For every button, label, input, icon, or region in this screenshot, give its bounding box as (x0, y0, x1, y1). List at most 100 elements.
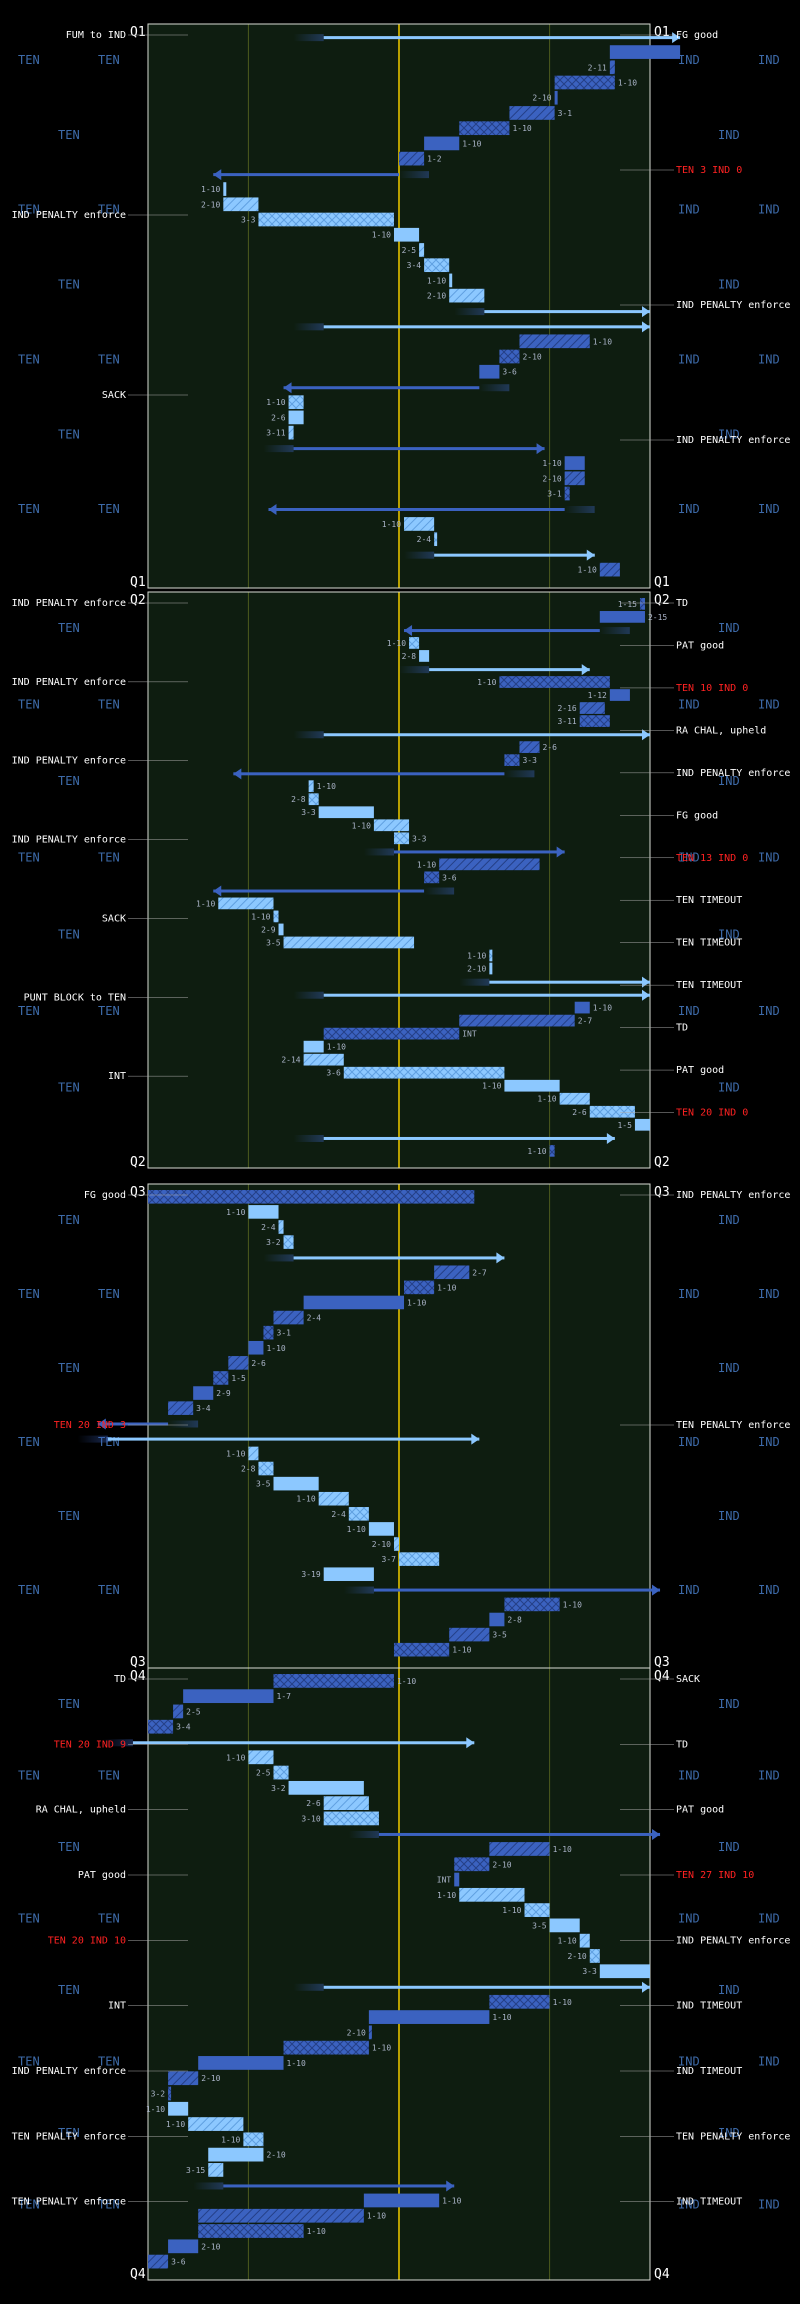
team-label-left: TEN (58, 1080, 80, 1094)
team-label-left: TEN (58, 621, 80, 635)
team-label-right: IND (718, 1361, 740, 1375)
event-label-right: IND PENALTY enforce (676, 435, 790, 446)
down-distance-label: 2-14 (281, 1056, 300, 1065)
play-fade (293, 731, 324, 739)
pass-bar (449, 1627, 490, 1642)
pass-bar (479, 364, 500, 379)
pass-bar (399, 151, 425, 166)
play-arrow (434, 553, 595, 557)
run-bar (419, 650, 430, 662)
down-distance-label: 2-10 (201, 2074, 220, 2083)
down-distance-label: 3-6 (502, 368, 517, 377)
team-label-right: IND (758, 502, 780, 516)
down-distance-label: 1-10 (417, 860, 436, 869)
run-bar (393, 1537, 399, 1551)
team-label-left: TEN (98, 851, 120, 865)
run-bar (278, 1220, 284, 1234)
down-distance-label: 2-4 (261, 1223, 276, 1232)
down-distance-label: 2-10 (372, 1540, 391, 1549)
play-arrowhead (586, 549, 595, 561)
event-label-left: IND PENALTY enforce (12, 756, 126, 767)
team-label-right: IND (678, 502, 700, 516)
quarter-label: Q1 (654, 575, 670, 590)
play-fade (293, 1983, 324, 1991)
run-bar (323, 1567, 374, 1582)
down-distance-label: 2-10 (467, 965, 486, 974)
run-bar (524, 1903, 550, 1917)
down-distance-label: 1-10 (251, 912, 270, 921)
down-distance-label: 3-5 (266, 938, 281, 947)
down-distance-label: 3-1 (547, 490, 562, 499)
team-label-left: TEN (58, 128, 80, 142)
event-label-left: FG good (84, 1190, 126, 1201)
play-fade (454, 308, 485, 316)
down-distance-label: 2-9 (261, 925, 276, 934)
pass-bar (459, 1014, 575, 1027)
pass-bar (228, 1356, 249, 1370)
play-arrowhead (97, 1418, 106, 1430)
team-label-right: IND (678, 1912, 700, 1926)
team-label-left: TEN (98, 352, 120, 366)
pass-bar (639, 598, 645, 610)
team-label-left: TEN (18, 1912, 40, 1926)
down-distance-label: 3-3 (412, 834, 427, 843)
event-label-right: PAT good (676, 1065, 724, 1076)
play-fade (504, 770, 535, 778)
run-bar (404, 517, 435, 531)
down-distance-label: 1-10 (196, 899, 215, 908)
pass-bar (574, 1001, 590, 1014)
play-arrowhead (446, 2180, 455, 2192)
pass-bar (148, 1719, 174, 1734)
play-arrowhead (642, 989, 650, 1001)
quarter-frame (147, 591, 651, 1169)
play-fade (263, 445, 294, 453)
pass-bar (424, 871, 440, 884)
team-label-left: TEN (18, 851, 40, 865)
team-label-left: TEN (58, 1361, 80, 1375)
down-distance-label: 1-10 (553, 1845, 572, 1854)
event-label-left: RA CHAL, upheld (36, 1805, 126, 1816)
run-bar (399, 1552, 440, 1566)
event-label-right: TD (676, 598, 688, 609)
team-label-right: IND (678, 203, 700, 217)
down-distance-label: 2-5 (402, 246, 417, 255)
run-bar (323, 1796, 369, 1811)
team-label-right: IND (718, 621, 740, 635)
quarter-label: Q2 (130, 1155, 146, 1170)
team-label-right: IND (718, 128, 740, 142)
pass-bar (579, 715, 610, 727)
event-label-right: IND TIMEOUT (676, 2001, 742, 2012)
play-fade (293, 323, 324, 331)
down-distance-label: 1-12 (588, 691, 607, 700)
pass-bar (554, 75, 615, 90)
team-label-right: IND (678, 53, 700, 67)
down-distance-label: 2-10 (427, 292, 446, 301)
play-marks: 2-11 1-10 2-10 3-1 1-10 1-10 1-2 1-10 2-10 3-3 1-1… (77, 32, 681, 2269)
down-distance-label: 3-3 (522, 756, 537, 765)
play-arrowhead (536, 443, 545, 455)
pass-bar (273, 1310, 304, 1325)
pass-bar (173, 1704, 184, 1719)
down-distance-label: 1-10 (352, 821, 371, 830)
play-fade (479, 384, 510, 392)
event-label-right: TEN TIMEOUT (676, 895, 742, 906)
team-label-left: TEN (18, 698, 40, 712)
run-bar (449, 273, 453, 288)
run-bar (449, 288, 485, 303)
team-label-left: TEN (58, 1840, 80, 1854)
pass-bar (564, 456, 585, 470)
team-label-right: IND (718, 278, 740, 292)
run-bar (393, 227, 420, 242)
run-bar (248, 1446, 259, 1461)
down-distance-label: 3-2 (271, 1784, 286, 1793)
run-bar (589, 1105, 635, 1118)
play-fade (399, 666, 430, 674)
down-distance-label: 3-3 (301, 808, 316, 817)
pass-bar (499, 676, 610, 688)
play-arrowhead (642, 1981, 650, 1993)
play-arrowhead (672, 32, 681, 44)
run-bar (318, 806, 374, 819)
down-distance-label: 1-10 (542, 459, 561, 468)
pass-bar (168, 1401, 194, 1415)
down-distance-label: 3-3 (582, 1967, 597, 1976)
